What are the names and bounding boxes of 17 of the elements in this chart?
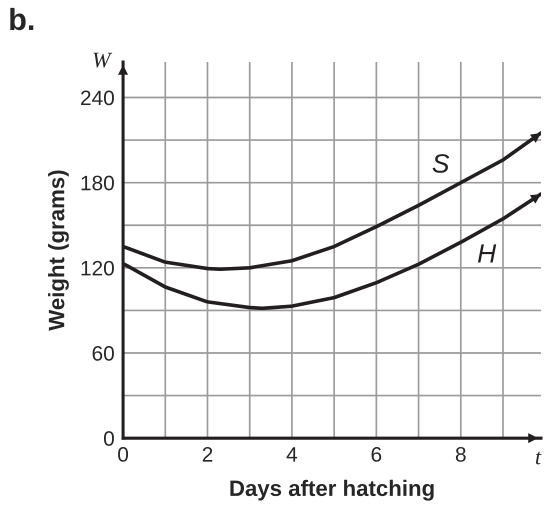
- text: W: [93, 52, 112, 68]
- y-tick-label: 240: [81, 90, 114, 106]
- x-axis-title: Days after hatching: [230, 480, 434, 501]
- y-axis-title: Weight (grams): [48, 170, 69, 331]
- y-tick-label: 60: [92, 346, 114, 361]
- y-tick-label: 120: [82, 260, 114, 276]
- x-tick-label: 2: [202, 447, 212, 462]
- x-tick-label: 0: [118, 447, 128, 462]
- series-label: H: [478, 244, 496, 263]
- chart-title: b.: [10, 8, 34, 30]
- x-tick-label: 6: [372, 447, 382, 462]
- x-tick-label: 4: [286, 447, 298, 462]
- text: t: [536, 452, 542, 464]
- y-tick-label: 0: [104, 431, 114, 446]
- y-tick-label: 180: [82, 176, 114, 190]
- series-label: S: [432, 154, 450, 173]
- x-tick-label: 8: [456, 447, 466, 462]
